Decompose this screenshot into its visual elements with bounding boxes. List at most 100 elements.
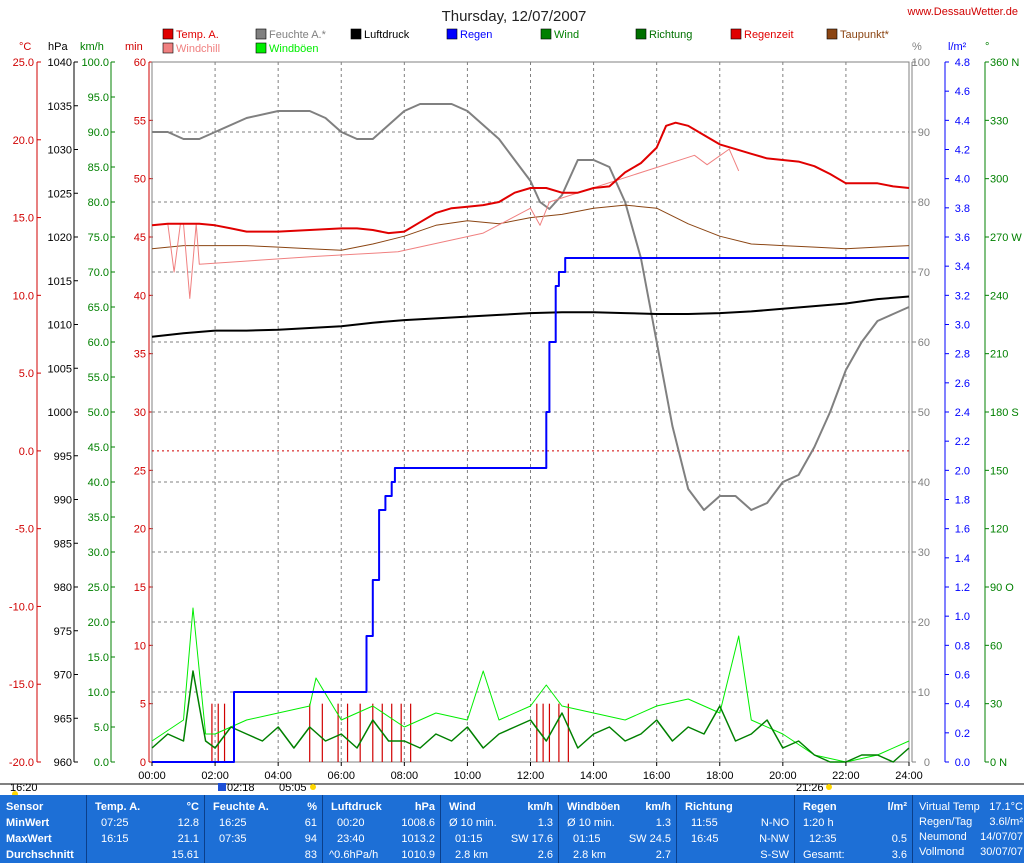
series-regen xyxy=(152,257,909,763)
legend-label: Luftdruck xyxy=(364,29,410,41)
direction-axis-tick-label: 330 xyxy=(990,115,1008,127)
humidity-axis-tick-label: 80 xyxy=(918,197,930,209)
temp-axis-tick-label: 10.0 xyxy=(13,290,34,302)
wind-axis-tick-label: 55.0 xyxy=(88,372,109,384)
pressure-axis-tick-label: 965 xyxy=(54,713,72,725)
legend-label: Taupunkt* xyxy=(840,29,890,41)
panel-humidity: Feuchte A. % 16:25 61 07:35 94 83 xyxy=(204,795,323,863)
temp-unit: °C xyxy=(19,41,31,53)
raintime-axis-tick-label: 0 xyxy=(140,757,146,769)
wind-unit: km/h xyxy=(527,801,553,813)
time-tick-label: 14:00 xyxy=(580,770,608,782)
rain-total-value: 3.6 xyxy=(891,849,907,861)
humidity-unit: % xyxy=(912,41,922,53)
rain-axis-tick-label: 1.4 xyxy=(955,553,970,565)
sun-moon-strip: 16:20 02:18 05:05 21:26 xyxy=(0,782,1024,795)
moonset-icon xyxy=(12,791,18,795)
direction-time-2: 16:45 xyxy=(691,833,719,845)
legend-label: Regen xyxy=(460,29,492,41)
site-link[interactable]: www.DessauWetter.de xyxy=(907,6,1018,18)
wind-axis-tick-label: 30.0 xyxy=(88,547,109,559)
wind-axis-tick-label: 50.0 xyxy=(88,407,109,419)
direction-value-3: S-SW xyxy=(760,849,789,861)
rain-axis-tick-label: 4.0 xyxy=(955,174,970,186)
chart-title: Thursday, 12/07/2007 xyxy=(442,8,587,25)
rain-axis-tick-label: 4.4 xyxy=(955,115,970,127)
temp-max-time: 16:15 xyxy=(101,833,129,845)
summary-panel: Sensor MinWert MaxWert Durchschnitt Temp… xyxy=(0,795,1024,863)
sunrise-icon xyxy=(218,783,226,791)
pressure-axis-tick-label: 1020 xyxy=(48,232,72,244)
sunrise-time: 02:18 xyxy=(227,782,255,794)
rain-axis-tick-label: 3.8 xyxy=(955,203,970,215)
pressure-axis-tick-label: 1040 xyxy=(48,57,72,69)
wind-distance: 2.8 km xyxy=(455,849,489,861)
legend-label: Feuchte A.* xyxy=(269,29,327,41)
wind-axis-tick-label: 40.0 xyxy=(88,477,109,489)
raintime-axis-tick-label: 10 xyxy=(134,640,146,652)
time-tick-label: 08:00 xyxy=(391,770,419,782)
humidity-axis-tick-label: 90 xyxy=(918,127,930,139)
wind-axis-tick-label: 60.0 xyxy=(88,337,109,349)
gust-max-time: 01:15 xyxy=(573,833,601,845)
raintime-axis-tick-label: 5 xyxy=(140,699,146,711)
wind-axis-tick-label: 5.0 xyxy=(94,722,109,734)
rain-axis-tick-label: 1.6 xyxy=(955,524,970,536)
pressure-axis-tick-label: 970 xyxy=(54,670,72,682)
pressure-axis-tick-label: 1035 xyxy=(48,101,72,113)
direction-unit: ° xyxy=(985,41,989,53)
temp-axis-tick-label: -20.0 xyxy=(9,757,34,769)
temp-title: Temp. A. xyxy=(95,801,141,813)
temp-axis-tick-label: 25.0 xyxy=(13,57,34,69)
temp-min-value: 12.8 xyxy=(177,817,199,829)
legend-swatch xyxy=(540,28,552,40)
pressure-title: Luftdruck xyxy=(331,801,382,813)
moonrise-time: 05:05 xyxy=(279,782,307,794)
direction-value-1: N-NO xyxy=(760,817,789,829)
rain-unit: l/m² xyxy=(948,41,967,53)
rain-axis-tick-label: 1.0 xyxy=(955,611,970,623)
rain-axis-tick-label: 0.0 xyxy=(955,757,970,769)
legend-swatch xyxy=(255,42,267,54)
wind-axis-tick-label: 70.0 xyxy=(88,267,109,279)
humidity-max-value: 94 xyxy=(304,833,317,845)
raintime-axis-tick-label: 20 xyxy=(134,524,146,536)
humidity-axis-tick-label: 50 xyxy=(918,407,930,419)
pressure-avg-value: 1010.9 xyxy=(401,849,435,861)
rain-unit: l/m² xyxy=(887,801,907,813)
row-label-max: MaxWert xyxy=(6,833,52,845)
raintime-axis-tick-label: 55 xyxy=(134,115,146,127)
pressure-axis-tick-label: 980 xyxy=(54,582,72,594)
pressure-axis-tick-label: 1025 xyxy=(48,188,72,200)
humidity-axis-tick-label: 0 xyxy=(924,757,930,769)
panel-wind: Wind km/h Ø 10 min. 1.3 01:15 SW 17.6 2.… xyxy=(440,795,559,863)
panel-pressure: Luftdruck hPa 00:20 1008.6 23:40 1013.2 … xyxy=(322,795,441,863)
pressure-axis-tick-label: 990 xyxy=(54,495,72,507)
new-moon-label: Neumond xyxy=(919,831,967,843)
time-tick-label: 24:00 xyxy=(895,770,923,782)
series-lines xyxy=(151,103,910,763)
wind-avg-value: 1.3 xyxy=(537,817,553,829)
wind-axis-tick-label: 90.0 xyxy=(88,127,109,139)
wind-max-value: SW 17.6 xyxy=(510,833,553,845)
wind-axis-tick-label: 45.0 xyxy=(88,442,109,454)
time-tick-label: 02:00 xyxy=(201,770,229,782)
temp-max-value: 21.1 xyxy=(177,833,199,845)
direction-axis-tick-label: 360 N xyxy=(990,57,1019,69)
legend-label: Windböen xyxy=(269,43,319,55)
sensor-title: Sensor xyxy=(6,801,44,813)
direction-axis-tick-label: 60 xyxy=(990,640,1002,652)
wind-avg-label: Ø 10 min. xyxy=(449,817,497,829)
wind-axis-tick-label: 95.0 xyxy=(88,92,109,104)
rain-axis-tick-label: 0.4 xyxy=(955,699,970,711)
gust-avg-label: Ø 10 min. xyxy=(567,817,615,829)
humidity-axis-tick-label: 60 xyxy=(918,337,930,349)
rain-axis-tick-label: 0.6 xyxy=(955,670,970,682)
wind-axis-tick-label: 25.0 xyxy=(88,582,109,594)
raintime-axis-tick-label: 50 xyxy=(134,174,146,186)
gust-max-value: SW 24.5 xyxy=(628,833,671,845)
moonrise-icon xyxy=(310,784,316,790)
panel-rain: Regen l/m² 1:20 h 12:35 0.5 Gesamt: 3.6 xyxy=(794,795,913,863)
series-wind xyxy=(151,670,910,763)
sunset-time: 21:26 xyxy=(796,782,824,794)
